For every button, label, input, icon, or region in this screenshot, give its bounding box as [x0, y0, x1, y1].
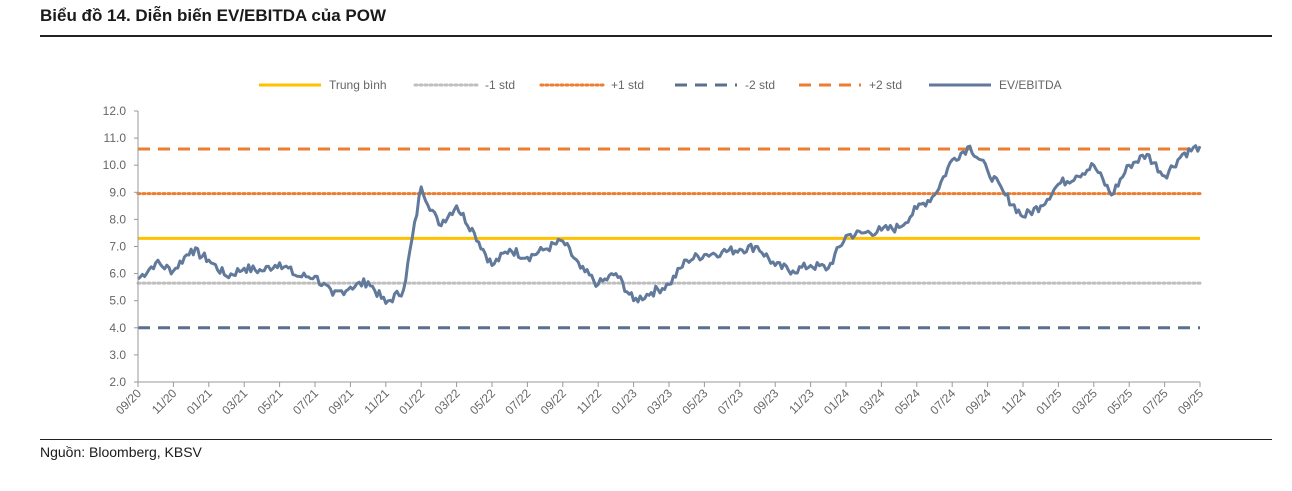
ev-ebitda-chart: Trung bình -1 std +1 std -2 std +2 std EV/EBI… [103, 78, 1207, 417]
series-group [137, 144, 1202, 305]
x-tick-label: 01/21 [184, 386, 215, 417]
reference-lines [136, 147, 1202, 330]
x-tick-label: 11/23 [786, 386, 817, 417]
x-tick-label: 09/24 [963, 386, 994, 417]
x-tick-label: 03/24 [856, 386, 887, 417]
x-tick-label: 01/24 [821, 386, 852, 417]
legend-label: Trung bình [329, 78, 387, 92]
x-tick-label: 05/25 [1104, 386, 1135, 417]
y-tick-label: 2.0 [109, 375, 126, 389]
y-tick-label: 7.0 [109, 240, 126, 254]
x-tick-label: 11/22 [574, 386, 605, 417]
y-tick-label: 10.0 [103, 158, 127, 172]
x-tick-label: 01/23 [609, 386, 640, 417]
y-tick-label: 9.0 [109, 185, 126, 199]
x-tick-label: 03/25 [1069, 386, 1100, 417]
y-tick-label: 11.0 [104, 131, 127, 145]
y-tick-label: 3.0 [109, 348, 126, 362]
x-tick-label: 03/22 [432, 386, 463, 417]
x-tick-label: 01/22 [396, 386, 427, 417]
legend-label: EV/EBITDA [999, 78, 1062, 92]
x-tick-label: 03/23 [644, 386, 675, 417]
x-tick-label: 11/20 [149, 386, 180, 417]
x-tick-label: 05/21 [255, 386, 286, 417]
x-tick-label: 01/25 [1033, 386, 1064, 417]
x-tick-label: 05/23 [679, 386, 710, 417]
legend-label: -1 std [485, 78, 515, 92]
x-tick-label: 09/21 [325, 386, 356, 417]
y-tick-label: 5.0 [109, 294, 126, 308]
y-tick-label: 12.0 [103, 104, 127, 118]
legend-label: +2 std [869, 78, 902, 92]
x-tick-label: 05/22 [467, 386, 498, 417]
x-tick-label: 11/21 [361, 386, 392, 417]
x-tick-label: 07/23 [715, 386, 746, 417]
y-tick-label: 6.0 [109, 267, 126, 281]
chart-title: Biểu đồ 14. Diễn biến EV/EBITDA của POW [40, 6, 387, 25]
source-note: Nguồn: Bloomberg, KBSV [40, 444, 202, 460]
chart-axes: 2.0 3.0 4.0 5.0 6.0 7.0 8.0 9.0 10.0 11.0 12.0 09/2… [103, 104, 1207, 417]
y-tick-label: 4.0 [109, 321, 126, 335]
x-tick-label: 09/25 [1175, 386, 1206, 417]
x-tick-label: 03/21 [219, 386, 250, 417]
legend-label: +1 std [611, 78, 644, 92]
x-tick-label: 07/25 [1140, 386, 1171, 417]
x-tick-label: 11/24 [999, 386, 1030, 417]
x-tick-label: 07/22 [502, 386, 533, 417]
title-divider [40, 35, 1272, 37]
legend-label: -2 std [745, 78, 775, 92]
x-tick-label: 09/22 [538, 386, 569, 417]
x-tick-label: 09/23 [750, 386, 781, 417]
ev-ebitda-line [137, 144, 1202, 305]
y-tick-label: 8.0 [109, 212, 126, 226]
x-tick-label: 07/21 [290, 386, 321, 417]
x-tick-label: 07/24 [927, 386, 958, 417]
chart-legend: Trung bình -1 std +1 std -2 std +2 std EV/EBI… [259, 78, 1062, 92]
source-divider [40, 439, 1272, 440]
x-tick-label: 09/20 [113, 386, 144, 417]
x-tick-label: 05/24 [892, 386, 923, 417]
